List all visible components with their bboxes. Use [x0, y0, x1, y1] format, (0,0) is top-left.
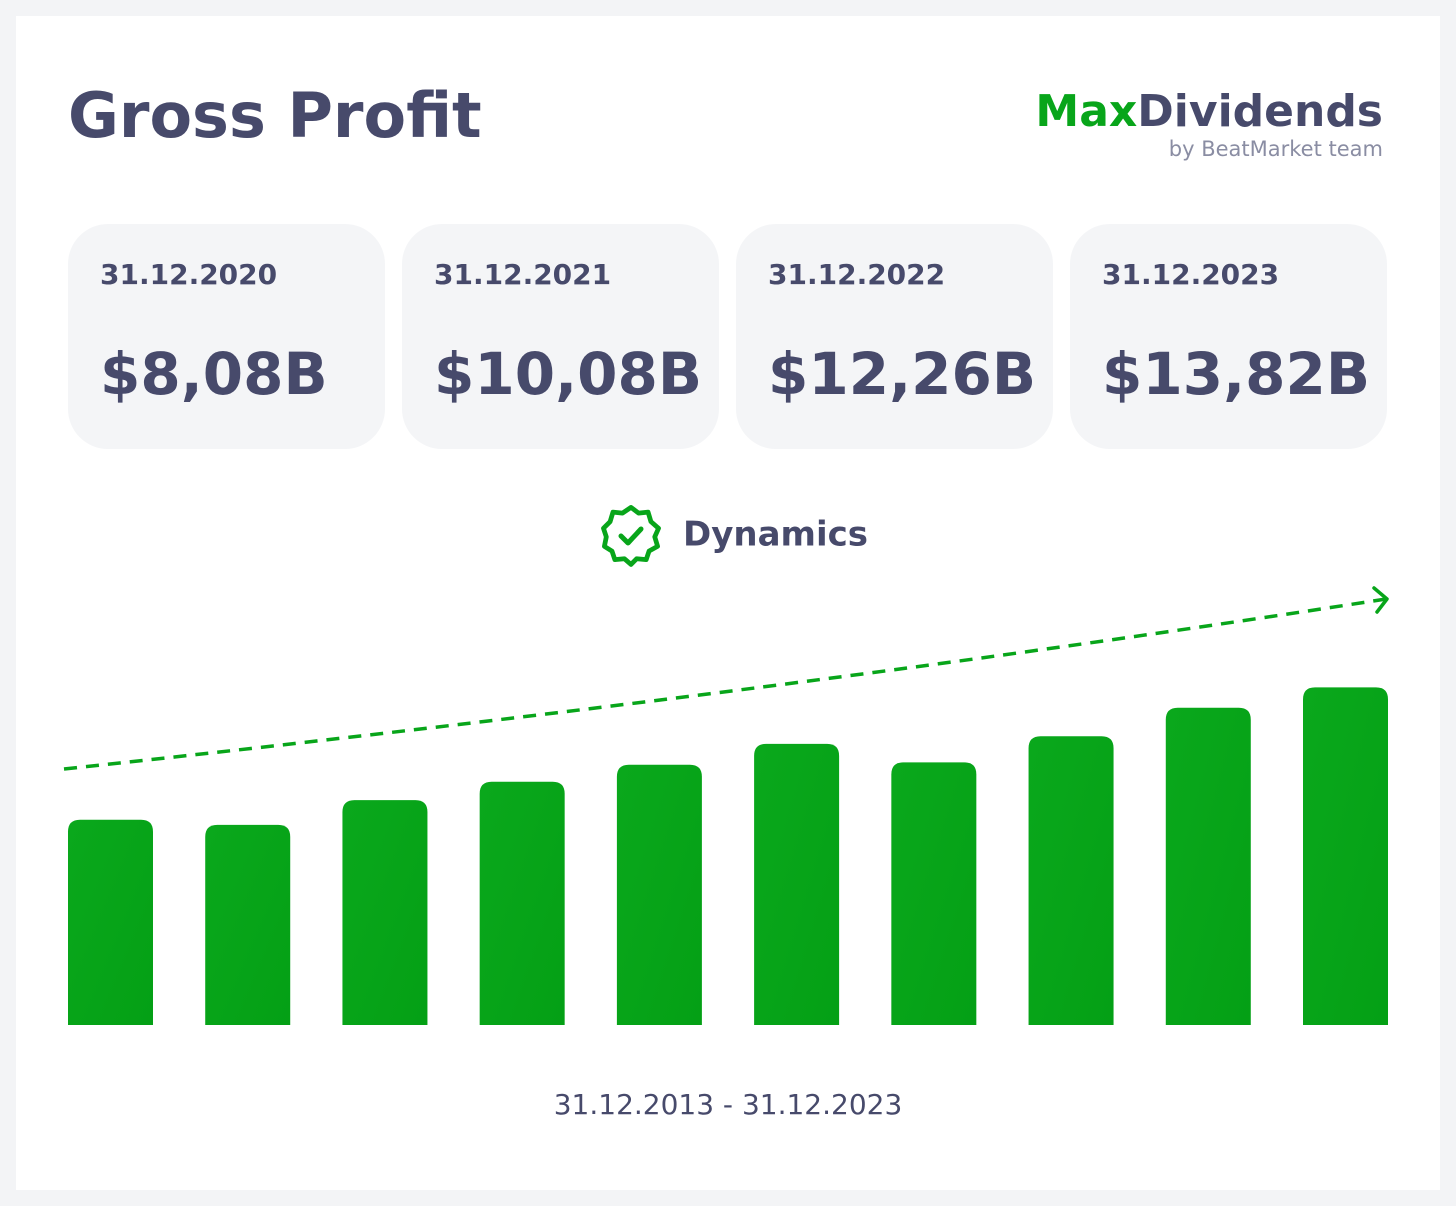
trend-arrow: [63, 586, 1389, 771]
card-date: 31.12.2021: [434, 258, 611, 291]
card: [736, 224, 1053, 449]
chart-title: Dynamics: [683, 515, 868, 555]
bar: [342, 800, 428, 1025]
x-axis-label: 31.12.2013 - 31.12.2023: [554, 1088, 903, 1121]
card: [1070, 224, 1387, 449]
bar: [1028, 736, 1114, 1025]
card-value: $10,08B: [434, 340, 702, 408]
cards: 31.12.2020 $8,08B 31.12.2021 $10,08B 31.12.2…: [68, 224, 1387, 449]
card-value: $12,26B: [768, 340, 1036, 408]
card-date: 31.12.2023: [1102, 258, 1279, 291]
page-title: Gross Profit: [68, 79, 482, 152]
card: [402, 224, 719, 449]
bar: [1165, 707, 1251, 1025]
bar: [891, 762, 977, 1025]
brand: MaxDividends: [1035, 86, 1383, 137]
card-value: $13,82B: [1102, 340, 1370, 408]
brand-max: Max: [1035, 86, 1137, 137]
bar: [68, 819, 153, 1025]
card-date: 31.12.2020: [100, 258, 277, 291]
card-date: 31.12.2022: [768, 258, 945, 291]
bar: [1303, 687, 1388, 1025]
bar: [205, 824, 291, 1025]
bar: [616, 764, 702, 1025]
card: [68, 224, 385, 449]
bars: [68, 687, 1388, 1025]
card-value: $8,08B: [100, 340, 328, 408]
dynamics-icon: [601, 505, 661, 567]
tagline: by BeatMarket team: [1169, 137, 1383, 161]
bar: [479, 781, 565, 1025]
brand-dividends: Dividends: [1137, 86, 1383, 137]
bar: [754, 743, 840, 1025]
